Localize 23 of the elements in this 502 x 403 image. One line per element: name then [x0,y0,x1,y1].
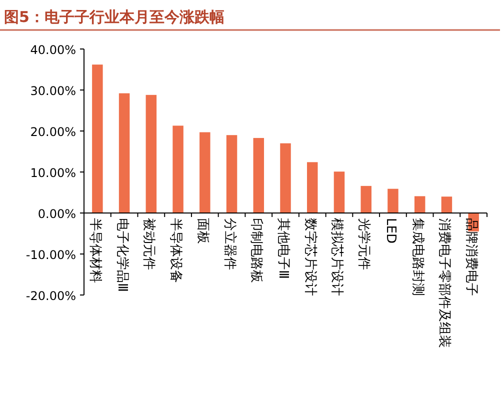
y-tick-label: -10.00% [26,248,76,262]
x-tick-label: 半导体设备 [168,218,184,283]
x-tick-label: 半导体材料 [87,218,102,283]
x-tick-label: 集成电路封测 [410,218,425,296]
x-tick-label: 分立器件 [222,218,238,270]
y-tick-label: 10.00% [30,166,76,180]
x-tick-label: 模拟芯片设计 [329,218,344,296]
x-tick-label: 消费电子零部件及组装 [436,218,452,348]
chart-title: 图5：电子子行业本月至今涨跌幅 [4,8,224,26]
x-tick-label: 电子化学品Ⅲ [114,218,130,292]
x-tick-label: LED [382,218,398,244]
x-tick-label: 其他电子Ⅲ [276,218,290,279]
y-tick-label: 30.00% [30,84,76,98]
y-tick-label: -20.00% [26,289,76,303]
x-tick-label: 印制电路板 [248,218,264,283]
x-tick-label: 被动元件 [141,218,156,270]
y-tick-label: 40.00% [30,43,76,57]
y-tick-label: 20.00% [30,125,76,139]
x-tick-label: 品牌消费电子 [464,218,479,296]
y-tick-label: 0.00% [38,207,76,221]
x-tick-label: 光学元件 [356,218,372,270]
x-tick-label: 数字芯片设计 [302,218,318,296]
x-tick-label: 面板 [194,218,210,244]
